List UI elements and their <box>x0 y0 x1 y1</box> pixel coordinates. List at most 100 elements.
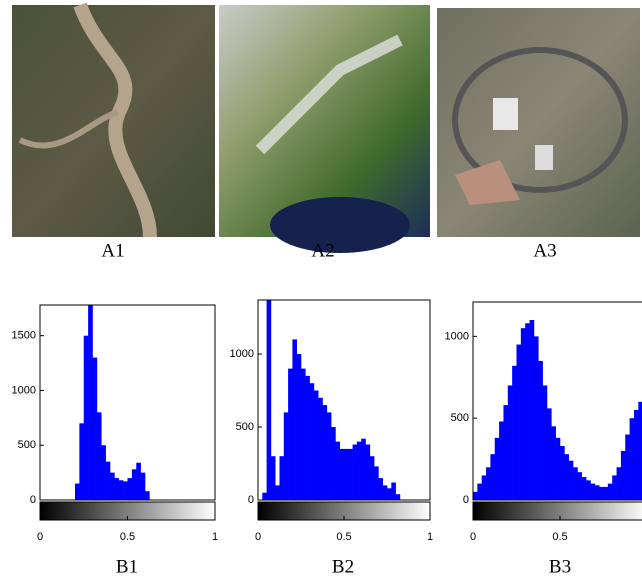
bar <box>604 487 609 500</box>
bar <box>75 484 80 500</box>
bar <box>323 405 328 500</box>
bar <box>280 456 285 500</box>
bar <box>305 376 310 500</box>
bar <box>638 402 642 500</box>
bar <box>560 446 565 500</box>
bar <box>634 410 639 500</box>
x-tick-label: 0.5 <box>552 531 567 543</box>
image-label: A1 <box>101 240 124 261</box>
bar <box>271 456 276 500</box>
plot-area <box>40 305 215 500</box>
bar <box>314 391 319 500</box>
bar <box>110 473 115 500</box>
bar <box>353 445 358 500</box>
x-tick-label: 0.5 <box>336 531 351 543</box>
image-label: A2 <box>311 240 334 261</box>
bar <box>79 423 84 500</box>
y-tick-label: 1000 <box>445 330 469 342</box>
bar <box>387 488 392 500</box>
bar <box>477 484 482 500</box>
bar <box>577 472 582 500</box>
bar <box>366 445 371 500</box>
bar <box>556 438 561 500</box>
x-tick-label: 0.5 <box>120 531 135 543</box>
bar <box>617 467 622 500</box>
chart-caption: B2 <box>332 556 354 577</box>
bar <box>267 300 272 500</box>
bar <box>145 491 150 500</box>
image-a2 <box>219 5 430 253</box>
bar <box>378 478 383 500</box>
bar <box>521 328 526 500</box>
y-tick-label: 500 <box>236 421 254 433</box>
bar <box>106 462 111 500</box>
bar <box>391 482 396 500</box>
bar <box>495 438 500 500</box>
bar <box>530 320 535 500</box>
bar <box>499 421 504 500</box>
x-tick-label: 1 <box>427 531 433 543</box>
bar <box>508 385 513 500</box>
figure: A1 A2 A3 05001000150000.51B10500100000.5… <box>0 0 642 580</box>
bar <box>310 383 315 500</box>
bar <box>136 463 141 500</box>
y-tick-label: 500 <box>451 412 469 424</box>
image-a3 <box>437 8 640 237</box>
y-tick-label: 0 <box>463 494 469 506</box>
image-label: A3 <box>533 240 556 261</box>
bar <box>340 449 345 500</box>
bar <box>590 484 595 500</box>
bar <box>482 475 487 500</box>
bar <box>582 477 587 500</box>
x-tick-label: 0 <box>255 531 261 543</box>
bar <box>318 398 323 500</box>
bar <box>335 442 340 500</box>
bar <box>301 369 306 500</box>
bar <box>543 385 548 500</box>
histogram: 0 500 1000 0 0.5 1 B2 <box>230 300 434 577</box>
bar <box>288 369 293 500</box>
y-tick-label: 0 <box>30 494 36 506</box>
bar <box>348 449 353 500</box>
bar <box>297 354 302 500</box>
bar <box>599 487 604 500</box>
bar <box>573 467 578 500</box>
bar <box>327 412 332 500</box>
bar <box>503 405 508 500</box>
bar <box>344 449 349 500</box>
bar <box>123 481 128 500</box>
bar <box>490 454 495 500</box>
y-tick-label: 1000 <box>230 348 254 360</box>
y-tick-label: 1000 <box>12 384 36 396</box>
bar <box>141 473 146 500</box>
bar <box>275 485 280 500</box>
bar <box>525 323 530 500</box>
bar <box>625 435 630 500</box>
x-tick-label: 0 <box>37 531 43 543</box>
histogram: 0 500 1000 0 0.5 B3 <box>445 302 642 577</box>
bar <box>132 469 137 500</box>
colorbar <box>473 502 642 520</box>
bar <box>128 478 133 500</box>
bar <box>564 454 569 500</box>
bar <box>101 445 106 500</box>
bar <box>262 493 267 500</box>
bar <box>396 494 401 500</box>
x-tick-label: 0 <box>470 531 476 543</box>
bar <box>88 305 93 500</box>
bar <box>97 412 102 500</box>
bar <box>114 478 119 500</box>
bar <box>357 442 362 500</box>
bar <box>512 366 517 500</box>
bar <box>361 439 366 500</box>
bar <box>331 427 336 500</box>
chart-caption: B3 <box>549 556 571 577</box>
bar <box>621 451 626 500</box>
chart-caption: B1 <box>116 556 138 577</box>
y-tick-label: 500 <box>18 439 36 451</box>
bar <box>551 426 556 500</box>
y-tick-label: 0 <box>248 494 254 506</box>
bar <box>630 418 635 500</box>
bar <box>374 466 379 500</box>
